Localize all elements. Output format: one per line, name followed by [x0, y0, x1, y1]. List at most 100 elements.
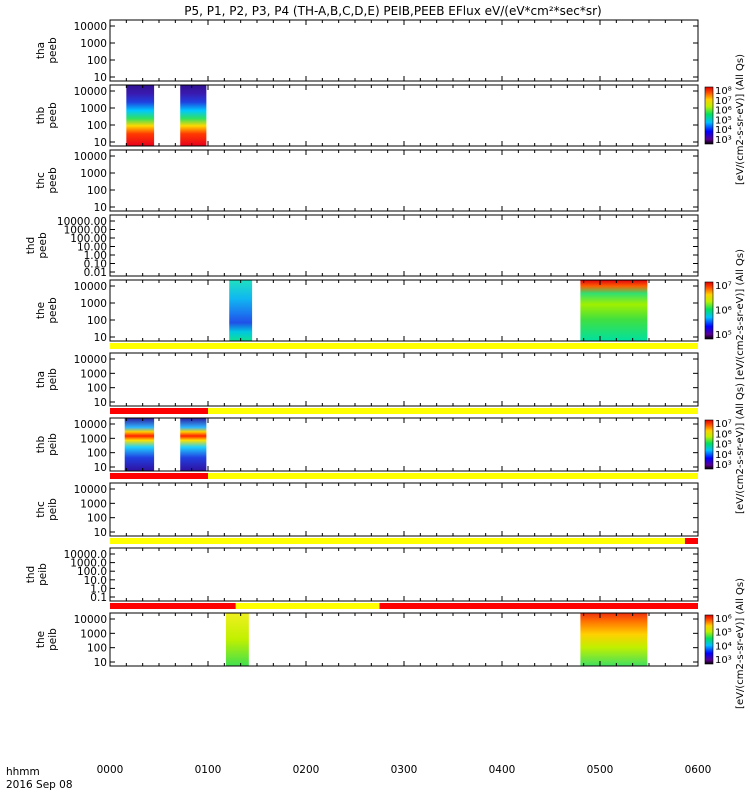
x-tick-label-0: 0000	[97, 764, 124, 776]
colorbar-tick-the-peib-1: 10⁵	[715, 628, 732, 639]
y-tick-label-thd-peeb-2: 100.00	[70, 233, 107, 245]
status-bar-thb-peib-0	[110, 408, 208, 414]
y-tick-label-thd-peeb-0: 10000.00	[57, 216, 107, 228]
y-axis-label-line-the-peib-1: peib	[47, 628, 59, 651]
y-axis-label-line-tha-peeb-0: tha	[35, 42, 47, 59]
y-tick-label-thc-peib-2: 100	[87, 513, 107, 525]
spectrogram-block-thb-peeb-0	[126, 85, 155, 146]
colorbar-tick-the-peeb-0: 10⁷	[715, 281, 732, 292]
x-tick-label-2: 0200	[293, 764, 320, 776]
y-tick-label-the-peeb-3: 10	[94, 332, 107, 344]
y-axis-label-thb-peeb: thbpeeb	[35, 102, 59, 129]
x-tick-label-1: 0100	[195, 764, 222, 776]
y-axis-label-line-thc-peeb-0: thc	[35, 172, 47, 189]
y-tick-label-thb-peib-1: 1000	[80, 433, 107, 445]
panel-tha-peib: 10000 1000 100 10 thapeib	[35, 343, 699, 409]
panel-frame-thc-peeb	[109, 149, 699, 212]
y-tick-label-tha-peib-3: 10	[94, 397, 107, 409]
y-tick-label-tha-peeb-1: 1000	[80, 38, 107, 50]
colorbar-tick-thb-peib-0: 10⁷	[715, 419, 732, 430]
status-bar-the-peib-1	[235, 603, 380, 609]
y-axis-label-tha-peeb: thapeeb	[35, 37, 59, 64]
y-tick-label-thd-peeb-6: 0.01	[84, 267, 107, 279]
y-tick-label-thc-peeb-0: 10000	[74, 151, 107, 163]
y-tick-label-tha-peib-0: 10000	[74, 354, 107, 366]
y-tick-label-thc-peeb-1: 1000	[80, 168, 107, 180]
spectrogram-block-the-peib-1	[580, 613, 648, 666]
status-bar-thc-peib-1	[208, 473, 698, 479]
colorbar-the-peeb	[704, 281, 714, 340]
colorbar-tick-the-peeb-2: 10⁵	[715, 330, 732, 341]
y-tick-label-thb-peib-3: 10	[94, 462, 107, 474]
y-axis-label-thb-peib: thbpeib	[35, 433, 59, 456]
y-tick-label-thd-peib-4: 1.0	[90, 583, 107, 595]
y-tick-label-the-peeb-2: 100	[87, 315, 107, 327]
y-tick-label-thc-peib-3: 10	[94, 527, 107, 539]
y-tick-label-the-peeb-1: 1000	[80, 298, 107, 310]
spectrogram-block-thb-peib-0	[124, 418, 155, 471]
y-tick-label-thc-peeb-3: 10	[94, 202, 107, 214]
y-tick-label-thb-peeb-2: 100	[87, 120, 107, 132]
colorbar-tick-thb-peib-1: 10⁶	[715, 429, 732, 440]
spectrogram-block-the-peeb-0	[229, 280, 253, 341]
spectrogram-block-thb-peib-1	[180, 418, 207, 471]
y-tick-label-thd-peib-3: 10.0	[84, 575, 107, 587]
colorbar-tick-thb-peeb-2: 10⁶	[715, 106, 732, 117]
colorbar-tick-thb-peib-2: 10⁵	[715, 440, 732, 451]
y-tick-label-thd-peib-1: 1000.0	[70, 558, 107, 570]
time-axis: 0000 0100 0200 0300 0400 0500 0600	[97, 764, 712, 776]
colorbar-tick-the-peib-2: 10⁴	[715, 641, 732, 652]
y-tick-label-the-peib-3: 10	[94, 657, 107, 669]
figure-title: P5, P1, P2, P3, P4 (TH-A,B,C,D,E) PEIB,P…	[184, 4, 601, 18]
y-axis-label-line-the-peeb-1: peeb	[47, 297, 59, 324]
colorbar-tick-the-peib-0: 10⁶	[715, 614, 732, 625]
xaxis-label-date: 2016 Sep 08	[6, 779, 73, 791]
colorbar-the-peib	[704, 614, 714, 665]
y-tick-label-tha-peib-1: 1000	[80, 368, 107, 380]
panel-frame-tha-peeb	[109, 19, 699, 82]
y-tick-label-thb-peeb-1: 1000	[80, 103, 107, 115]
status-bar-thd-peib-1	[684, 538, 698, 544]
colorbar-thb-peeb	[704, 86, 714, 145]
y-tick-label-thd-peeb-3: 10.00	[77, 242, 107, 254]
colorbar-tick-the-peeb-1: 10⁶	[715, 306, 732, 317]
y-axis-label-line-thc-peeb-1: peeb	[47, 167, 59, 194]
y-tick-label-thc-peib-1: 1000	[80, 498, 107, 510]
y-axis-label-line-thc-peib-1: peib	[47, 498, 59, 521]
x-tick-label-6: 0600	[685, 764, 712, 776]
y-tick-label-thb-peeb-0: 10000	[74, 86, 107, 98]
y-axis-label-line-thb-peib-0: thb	[35, 435, 47, 453]
y-axis-label-thc-peeb: thcpeeb	[35, 167, 59, 194]
y-axis-label-the-peeb: thepeeb	[35, 297, 59, 324]
colorbar-tick-thb-peeb-1: 10⁷	[715, 96, 732, 107]
status-bar-the-peib-0	[110, 603, 236, 609]
colorbar-label-the-peeb: [eV/(cm2-s-sr-eV)] (All Qs)	[735, 249, 746, 380]
y-tick-label-the-peib-2: 100	[87, 643, 107, 655]
colorbar-label-thb-peib: [eV/(cm2-s-sr-eV)] (All Qs)	[735, 383, 746, 514]
panel-tha-peeb: 10000 1000 100 10 thapeeb	[35, 19, 699, 84]
y-tick-label-the-peib-1: 1000	[80, 628, 107, 640]
panel-thb-peeb: 10000 1000 100 10 thbpeeb 10⁸10⁷10⁶10⁵10⁴10³[…	[35, 54, 746, 185]
y-axis-label-line-thd-peeb-1: peeb	[37, 232, 49, 259]
status-bar-the-peib-2	[379, 603, 698, 609]
y-tick-label-thd-peib-2: 100.0	[77, 566, 107, 578]
colorbar-tick-thb-peeb-0: 10⁸	[715, 86, 732, 97]
panel-thc-peeb: 10000 1000 100 10 thcpeeb	[35, 149, 699, 214]
panel-frame-thc-peib	[109, 482, 699, 537]
colorbar-tick-thb-peib-4: 10³	[715, 460, 732, 471]
y-axis-label-tha-peib: thapeib	[35, 368, 59, 391]
y-axis-label-thc-peib: thcpeib	[35, 498, 59, 521]
y-tick-label-tha-peeb-0: 10000	[74, 21, 107, 33]
y-tick-label-thd-peib-5: 0.1	[90, 592, 107, 604]
y-axis-label-thd-peeb: thdpeeb	[25, 232, 49, 259]
y-tick-label-thb-peib-0: 10000	[74, 419, 107, 431]
y-axis-label-thd-peib: thdpeib	[25, 563, 49, 586]
y-axis-label-the-peib: thepeib	[35, 628, 59, 651]
y-tick-label-the-peeb-0: 10000	[74, 281, 107, 293]
panel-the-peib: 10000 1000 100 10 thepeib 10⁶ 10⁵ 10⁴ 10³ [eV/(cm…	[35, 578, 746, 709]
y-tick-label-tha-peib-2: 100	[87, 383, 107, 395]
x-tick-label-3: 0300	[391, 764, 418, 776]
panel-frame-thd-peeb	[109, 214, 699, 277]
